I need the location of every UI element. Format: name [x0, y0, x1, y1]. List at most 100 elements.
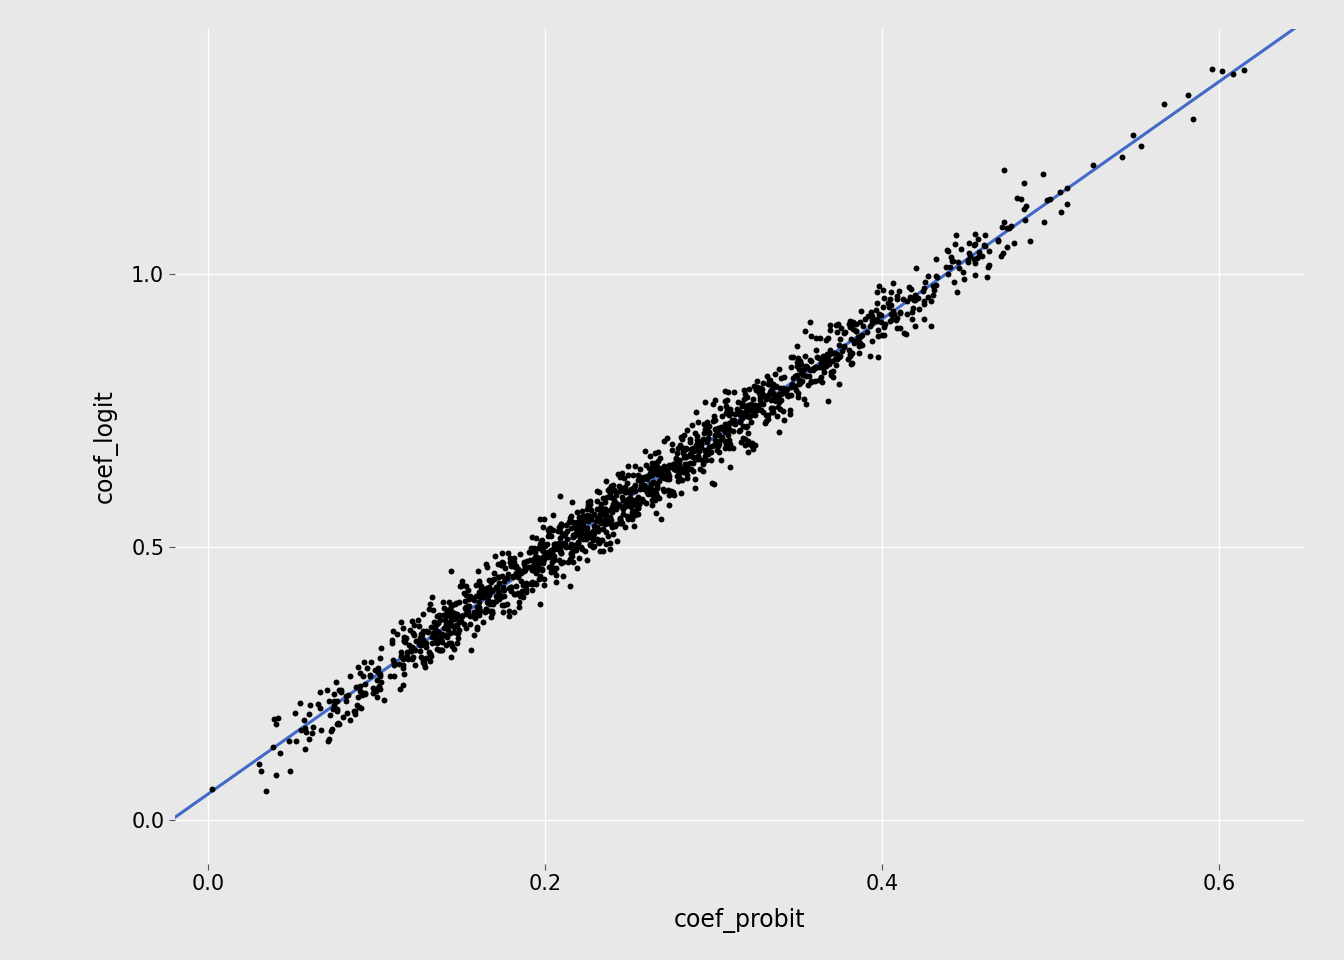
Point — [637, 486, 659, 501]
Point — [632, 491, 653, 506]
Point — [681, 440, 703, 455]
Point — [921, 293, 942, 308]
Point — [699, 425, 720, 441]
Point — [781, 376, 802, 392]
Point — [433, 607, 454, 622]
Point — [730, 404, 751, 420]
Point — [646, 478, 668, 493]
Point — [481, 584, 503, 599]
Point — [602, 477, 624, 492]
Point — [1153, 97, 1175, 112]
Point — [628, 506, 649, 521]
Point — [672, 441, 694, 456]
Point — [504, 555, 526, 570]
Point — [500, 550, 521, 565]
Point — [327, 702, 348, 717]
Point — [648, 444, 669, 460]
Point — [605, 517, 626, 533]
Point — [429, 626, 450, 641]
Point — [745, 437, 766, 452]
Point — [656, 462, 677, 477]
Point — [438, 622, 460, 637]
Point — [595, 510, 617, 525]
Point — [749, 390, 770, 405]
Point — [750, 402, 771, 418]
Point — [614, 482, 636, 497]
Point — [411, 627, 433, 642]
Point — [759, 382, 781, 397]
Point — [1019, 233, 1040, 249]
Point — [695, 452, 716, 468]
Point — [657, 467, 679, 482]
Point — [960, 249, 981, 264]
Point — [539, 522, 560, 538]
Point — [430, 642, 452, 658]
Point — [659, 471, 680, 487]
Point — [380, 633, 402, 648]
Point — [758, 387, 780, 402]
Point — [531, 532, 552, 547]
Point — [396, 648, 418, 663]
Point — [872, 300, 894, 315]
Point — [762, 376, 784, 392]
Point — [1050, 184, 1071, 200]
Point — [355, 676, 376, 691]
Point — [855, 312, 876, 327]
Point — [687, 449, 708, 465]
Point — [500, 579, 521, 594]
Point — [656, 430, 677, 445]
Point — [202, 780, 223, 796]
Point — [734, 438, 755, 453]
Point — [474, 583, 496, 598]
Point — [722, 441, 743, 456]
Point — [538, 549, 559, 564]
Point — [425, 615, 446, 631]
Point — [512, 577, 534, 592]
Point — [617, 458, 638, 473]
Point — [407, 612, 429, 628]
Point — [503, 569, 524, 585]
Point — [937, 266, 958, 281]
Point — [515, 581, 536, 596]
Point — [570, 510, 591, 525]
Point — [708, 444, 730, 460]
Point — [380, 635, 402, 650]
Point — [594, 501, 616, 516]
Point — [715, 394, 737, 409]
Point — [464, 611, 485, 626]
Point — [421, 630, 442, 645]
Point — [430, 633, 452, 648]
Point — [460, 642, 481, 658]
Point — [630, 477, 652, 492]
Point — [763, 393, 785, 408]
Point — [504, 587, 526, 602]
Point — [620, 491, 641, 506]
Point — [800, 328, 821, 344]
Point — [439, 617, 461, 633]
Point — [840, 319, 862, 334]
Point — [679, 434, 700, 449]
Point — [946, 285, 968, 300]
Point — [564, 521, 586, 537]
Point — [413, 624, 434, 639]
Point — [267, 710, 289, 726]
Point — [646, 480, 668, 495]
Point — [1130, 138, 1152, 154]
Point — [926, 252, 948, 267]
Point — [1181, 111, 1203, 127]
Point — [938, 244, 960, 259]
Point — [925, 277, 946, 293]
Point — [437, 605, 458, 620]
Point — [524, 561, 546, 576]
Point — [531, 542, 552, 558]
Point — [703, 476, 724, 492]
Point — [720, 406, 742, 421]
Point — [921, 318, 942, 333]
Point — [485, 579, 507, 594]
Point — [438, 635, 460, 650]
Point — [293, 712, 314, 728]
Point — [988, 232, 1009, 248]
Point — [555, 540, 577, 555]
Point — [652, 461, 673, 476]
Point — [466, 619, 488, 635]
